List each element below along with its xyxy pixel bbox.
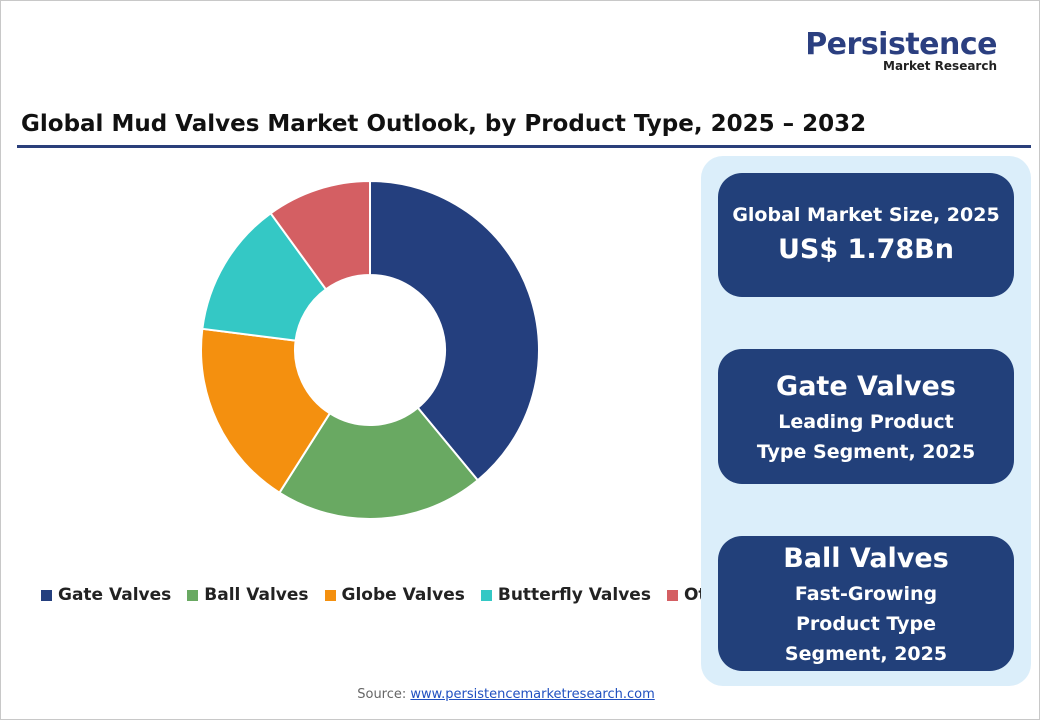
donut-slice [200,327,332,495]
card: Gate Valves Leading Product Type Segment… [718,349,1014,484]
source-link[interactable]: www.persistencemarketresearch.com [410,687,655,702]
card-title: Gate Valves [776,370,956,402]
donut-slice [278,406,480,520]
legend-label: Globe Valves [341,585,465,605]
legend-item: Ball Valves [187,585,309,605]
chart-title: Global Mud Valves Market Outlook, by Pro… [21,111,867,137]
legend-swatch [187,589,199,601]
card-title: Ball Valves [783,542,949,574]
legend-label: Ball Valves [204,585,309,605]
legend-swatch [480,589,492,601]
title-rule [17,145,1031,148]
card-value: US$ 1.78Bn [778,234,954,265]
legend-item: Butterfly Valves [480,585,651,605]
legend-swatch [324,589,336,601]
source: Source: www.persistencemarketresearch.co… [1,687,1011,702]
card-subtitle: Leading Product Type Segment, 2025 [756,410,976,463]
legend-item: Gate Valves [41,585,171,605]
donut-slice [269,179,371,291]
card-subtitle: Fast-Growing Product Type Segment, 2025 [784,582,948,665]
logo-tagline: Market Research [883,59,997,73]
card: Ball Valves Fast-Growing Product Type Se… [718,536,1014,671]
legend-swatch [666,589,678,601]
legend-swatch [41,589,52,601]
donut-slice [369,179,541,482]
donut-chart [200,179,541,520]
legend: Gate Valves Ball Valves Globe Valves Butter… [41,585,749,605]
legend-label: Butterfly Valves [497,585,651,605]
legend-item: Globe Valves [324,585,465,605]
logo-name: Persistence [805,27,997,62]
source-label: Source: [357,687,407,702]
card: Global Market Size, 2025 US$ 1.78Bn [718,173,1014,297]
legend-label: Gate Valves [58,585,172,605]
card-title: Global Market Size, 2025 [732,204,1000,226]
